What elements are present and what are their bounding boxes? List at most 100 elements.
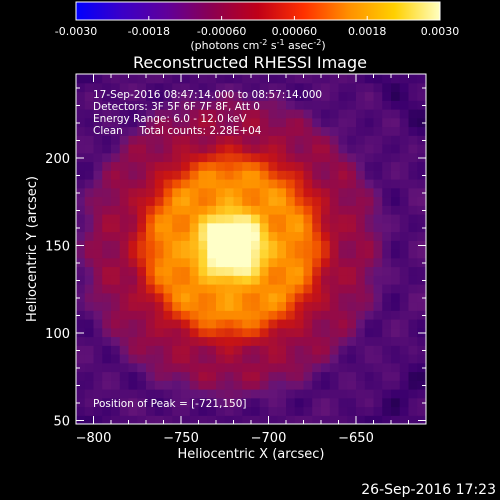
heatmap-cell — [408, 406, 418, 416]
heatmap-cell — [356, 310, 366, 320]
heatmap-cell — [321, 249, 331, 259]
heatmap-cell — [417, 240, 426, 250]
heatmap-cell — [277, 371, 287, 381]
heatmap-cell — [286, 117, 296, 128]
heatmap-cell — [233, 397, 243, 408]
heatmap-cell — [233, 126, 243, 136]
heatmap-cell — [137, 310, 147, 320]
heatmap-cell — [364, 170, 375, 180]
heatmap-cell — [102, 196, 112, 206]
heatmap-cell — [338, 117, 348, 128]
heatmap-cell — [137, 135, 147, 145]
heatmap-cell — [356, 275, 366, 285]
heatmap-cell — [391, 336, 401, 346]
heatmap-cell — [364, 196, 375, 206]
heatmap-cell — [364, 205, 375, 215]
heatmap-cell — [154, 310, 165, 320]
heatmap-cell — [207, 126, 217, 136]
heatmap-cell — [408, 257, 418, 268]
heatmap-cell — [364, 354, 375, 364]
heatmap-cell — [251, 100, 261, 110]
heatmap-cell — [181, 161, 191, 171]
heatmap-cell — [338, 214, 348, 224]
heatmap-cell — [233, 380, 243, 390]
heatmap-cell — [216, 240, 226, 250]
heatmap-cell — [321, 406, 331, 416]
heatmap-cell — [233, 135, 243, 145]
heatmap-cell — [399, 205, 410, 215]
heatmap-cell — [364, 284, 375, 294]
x-tick-label: −750 — [163, 431, 199, 446]
heatmap-cell — [399, 100, 410, 110]
heatmap-cell — [198, 100, 208, 110]
heatmap-cell — [373, 310, 383, 320]
heatmap-cell — [216, 389, 226, 399]
heatmap-cell — [408, 82, 418, 93]
heatmap-cell — [294, 257, 305, 268]
heatmap-cell — [84, 380, 95, 390]
heatmap-cell — [128, 152, 138, 163]
heatmap-cell — [216, 144, 226, 154]
heatmap-cell — [294, 266, 305, 276]
heatmap-cell — [216, 126, 226, 136]
heatmap-cell — [233, 371, 243, 381]
heatmap-cell — [172, 196, 182, 206]
heatmap-cell — [391, 415, 401, 424]
heatmap-cell — [128, 257, 138, 268]
heatmap-cell — [189, 371, 200, 381]
heatmap-cell — [163, 249, 173, 259]
heatmap-cell — [207, 345, 217, 355]
heatmap-cell — [277, 310, 287, 320]
heatmap-cell — [172, 231, 182, 241]
heatmap-cell — [399, 371, 410, 381]
heatmap-cell — [163, 100, 173, 110]
heatmap-cell — [356, 187, 366, 198]
heatmap-cell — [111, 240, 121, 250]
heatmap-cell — [128, 187, 138, 198]
heatmap-cell — [391, 117, 401, 128]
heatmap-cell — [154, 82, 165, 93]
heatmap-cell — [277, 100, 287, 110]
heatmap-cell — [294, 354, 305, 364]
heatmap-cell — [277, 275, 287, 285]
heatmap-cell — [154, 74, 165, 84]
heatmap-cell — [347, 389, 357, 399]
heatmap-cell — [84, 187, 95, 198]
heatmap-cell — [207, 231, 217, 241]
heatmap-cell — [251, 371, 261, 381]
heatmap-cell — [373, 336, 383, 346]
heatmap-cell — [233, 292, 243, 303]
heatmap-cell — [364, 327, 375, 338]
heatmap-cell — [347, 117, 357, 128]
heatmap-cell — [102, 266, 112, 276]
heatmap-cell — [364, 135, 375, 145]
heatmap-cell — [242, 406, 252, 416]
heatmap-cell — [408, 310, 418, 320]
heatmap-cell — [329, 82, 340, 93]
heatmap-cell — [189, 100, 200, 110]
heatmap-cell — [146, 231, 156, 241]
heatmap-cell — [329, 100, 340, 110]
heatmap-cell — [391, 170, 401, 180]
heatmap-cell — [76, 231, 86, 241]
heatmap-cell — [347, 144, 357, 154]
heatmap-cell — [329, 380, 340, 390]
heatmap-cell — [146, 144, 156, 154]
heatmap-cell — [321, 284, 331, 294]
heatmap-cell — [294, 205, 305, 215]
heatmap-cell — [93, 292, 103, 303]
heatmap-cell — [303, 354, 313, 364]
heatmap-cell — [399, 196, 410, 206]
heatmap-cell — [391, 345, 401, 355]
heatmap-cell — [417, 214, 426, 224]
heatmap-cell — [119, 170, 130, 180]
heatmap-cell — [137, 336, 147, 346]
heatmap-cell — [329, 205, 340, 215]
heatmap-cell — [242, 161, 252, 171]
heatmap-cell — [303, 161, 313, 171]
heatmap-cell — [84, 397, 95, 408]
heatmap-cell — [102, 187, 112, 198]
heatmap-cell — [102, 406, 112, 416]
heatmap-cell — [294, 275, 305, 285]
